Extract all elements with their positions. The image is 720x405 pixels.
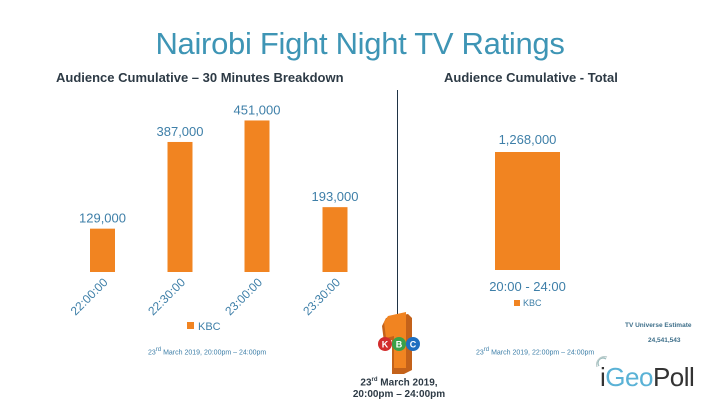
total-chart-title: Audience Cumulative - Total <box>444 70 618 85</box>
date-suffix: rd <box>371 377 378 383</box>
date-rest: March 2019, 22:00pm – 24:00pm <box>489 349 595 357</box>
signal-icon <box>596 356 608 368</box>
legend-swatch <box>187 322 194 329</box>
date-day: 23 <box>148 349 156 357</box>
brand-i: i <box>600 362 606 392</box>
bar-22:30:00 <box>167 141 193 272</box>
breakdown-chart: 129,00022:00:00387,00022:30:00451,00023:… <box>68 102 359 333</box>
value-label: 387,000 <box>157 124 204 139</box>
bar-22:00:00 <box>90 228 115 272</box>
brand-poll: Poll <box>652 362 695 392</box>
date-suffix: rd <box>483 347 490 353</box>
breakdown-date-note: 23rd March 2019, 20:00pm – 24:00pm <box>148 347 266 356</box>
tv-universe-value: 24,541,543 <box>648 337 681 344</box>
total-chart: 1,268,000 20:00 - 24:00 KBC <box>489 132 566 308</box>
brand-geo: Geo <box>605 362 653 392</box>
value-label: 193,000 <box>312 189 359 204</box>
legend-swatch <box>514 300 520 306</box>
kbc-logo-icon: K B C <box>378 312 420 374</box>
divider-line <box>397 90 398 316</box>
legend-label: KBC <box>523 298 542 308</box>
kbc-letter-b: B <box>396 340 403 350</box>
date-suffix: rd <box>155 347 162 353</box>
tv-universe-label: TV Universe Estimate <box>625 322 692 329</box>
page-title: Nairobi Fight Night TV Ratings <box>155 26 565 61</box>
total-date-note: 23rd March 2019, 22:00pm – 24:00pm <box>476 347 594 356</box>
value-label: 1,268,000 <box>499 132 557 147</box>
bottom-date: 23rd March 2019, 20:00pm – 24:00pm <box>335 374 463 401</box>
date-rest: March 2019, 20:00pm – 24:00pm <box>161 349 267 357</box>
bottom-date-line2: 20:00pm – 24:00pm <box>352 389 446 401</box>
kbc-letter-k: K <box>382 340 389 350</box>
kbc-letter-c: C <box>410 340 417 350</box>
date-rest: March 2019, <box>377 377 438 389</box>
geopoll-logo: iGeoPoll <box>596 356 695 393</box>
legend-label: KBC <box>198 321 221 333</box>
date-day: 23 <box>360 377 372 389</box>
x-tick-label: 20:00 - 24:00 <box>489 279 566 294</box>
value-label: 451,000 <box>234 102 281 117</box>
bottom-date-line1: 23rd March 2019, <box>335 374 463 389</box>
breakdown-chart-title: Audience Cumulative – 30 Minutes Breakdo… <box>56 70 344 85</box>
bar-23:00:00 <box>244 120 270 273</box>
bar-total <box>495 152 560 270</box>
bar-23:30:00 <box>322 207 348 272</box>
date-day: 23 <box>476 349 484 357</box>
value-label: 129,000 <box>79 211 126 226</box>
